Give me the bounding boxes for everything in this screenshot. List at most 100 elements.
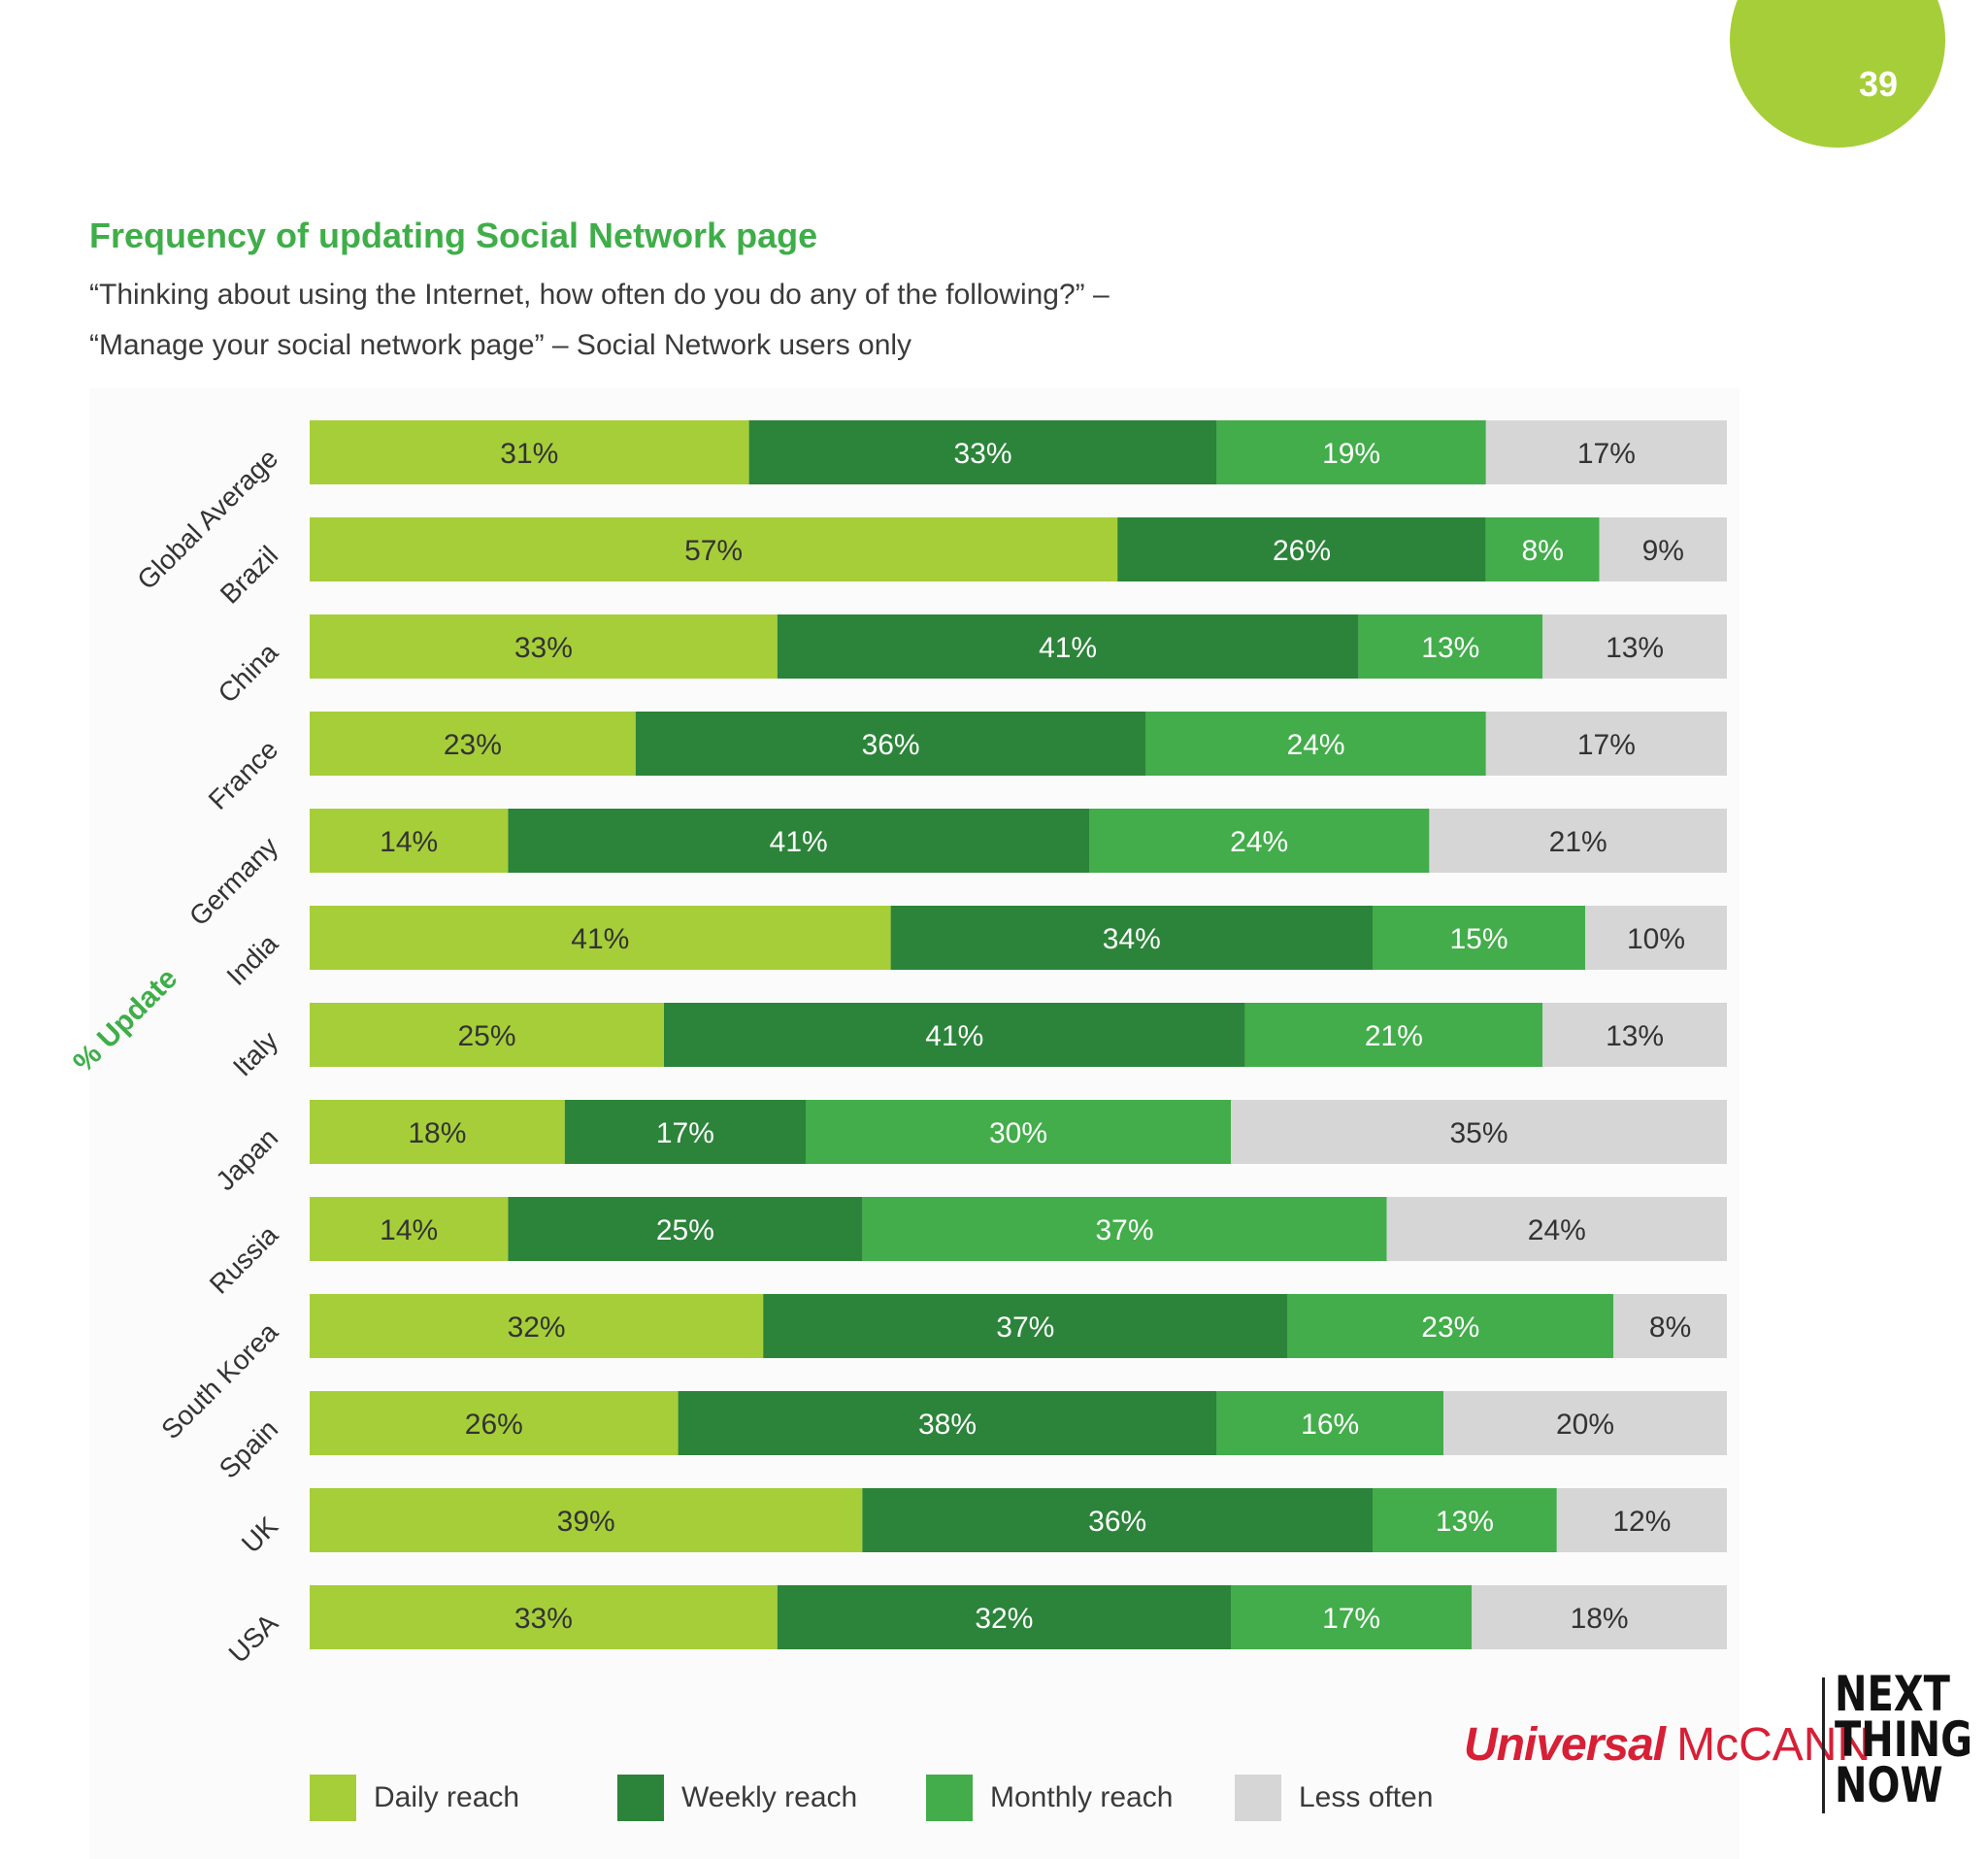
tagline-line-1: NEXT bbox=[1835, 1666, 1950, 1722]
bar-spain-less-often bbox=[1443, 1391, 1727, 1455]
value-label-global-average-monthly-reach: 19% bbox=[1322, 438, 1380, 470]
value-label-russia-less-often: 24% bbox=[1528, 1214, 1586, 1246]
value-label-global-average-daily-reach: 31% bbox=[500, 438, 558, 470]
value-label-japan-monthly-reach: 30% bbox=[989, 1117, 1047, 1149]
bar-south-korea-less-often bbox=[1613, 1294, 1727, 1358]
bar-global-average-monthly-reach bbox=[1216, 420, 1486, 484]
bar-japan-weekly-reach bbox=[564, 1100, 806, 1164]
bar-uk-monthly-reach bbox=[1373, 1488, 1557, 1552]
chart-title: Frequency of updating Social Network pag… bbox=[89, 216, 818, 255]
bar-japan-monthly-reach bbox=[806, 1100, 1231, 1164]
value-label-china-daily-reach: 33% bbox=[514, 632, 573, 664]
category-label-uk: UK bbox=[236, 1510, 284, 1559]
value-label-russia-daily-reach: 14% bbox=[380, 1214, 438, 1246]
universal-mccann-logo: Universal McCANN bbox=[1464, 1718, 1871, 1772]
bar-russia-monthly-reach bbox=[862, 1197, 1387, 1261]
value-label-spain-monthly-reach: 16% bbox=[1301, 1409, 1359, 1441]
legend-label-less-often: Less often bbox=[1299, 1781, 1434, 1813]
bar-russia-weekly-reach bbox=[508, 1197, 863, 1261]
value-label-usa-monthly-reach: 17% bbox=[1322, 1603, 1380, 1635]
next-thing-now-logo: NEXT THING NOW bbox=[1835, 1666, 1972, 1809]
value-label-usa-less-often: 18% bbox=[1571, 1603, 1629, 1635]
bar-south-korea-weekly-reach bbox=[763, 1294, 1288, 1358]
bar-italy-less-often bbox=[1542, 1003, 1727, 1067]
tagline-line-2: THING bbox=[1835, 1711, 1972, 1768]
bar-france-daily-reach bbox=[310, 712, 636, 776]
bar-spain-weekly-reach bbox=[678, 1391, 1217, 1455]
bar-spain-daily-reach bbox=[310, 1391, 679, 1455]
bar-global-average-daily-reach bbox=[310, 420, 749, 484]
subtitle-line-1: “Thinking about using the Internet, how … bbox=[89, 279, 1110, 311]
page-number: 39 bbox=[1858, 64, 1899, 104]
bar-usa-monthly-reach bbox=[1231, 1585, 1473, 1649]
legend-swatch-weekly bbox=[617, 1775, 664, 1821]
bar-italy-daily-reach bbox=[310, 1003, 664, 1067]
category-label-china: China bbox=[213, 637, 284, 709]
value-label-germany-less-often: 21% bbox=[1549, 826, 1607, 858]
value-label-brazil-less-often: 9% bbox=[1642, 535, 1684, 567]
value-label-uk-less-often: 12% bbox=[1612, 1506, 1671, 1538]
logo-universal-text: Universal bbox=[1464, 1719, 1666, 1771]
bar-germany-daily-reach bbox=[310, 809, 509, 873]
bar-italy-weekly-reach bbox=[664, 1003, 1245, 1067]
bar-china-daily-reach bbox=[310, 614, 778, 679]
value-label-france-weekly-reach: 36% bbox=[862, 729, 920, 761]
value-label-spain-less-often: 20% bbox=[1556, 1409, 1614, 1441]
value-label-italy-daily-reach: 25% bbox=[457, 1020, 515, 1052]
logo-mccann-text: McCANN bbox=[1676, 1719, 1872, 1771]
value-label-germany-daily-reach: 14% bbox=[380, 826, 438, 858]
value-label-india-daily-reach: 41% bbox=[571, 923, 629, 955]
value-label-france-daily-reach: 23% bbox=[444, 729, 502, 761]
value-label-south-korea-monthly-reach: 23% bbox=[1421, 1311, 1479, 1344]
value-label-south-korea-daily-reach: 32% bbox=[508, 1311, 566, 1344]
value-label-brazil-weekly-reach: 26% bbox=[1273, 535, 1331, 567]
value-label-usa-weekly-reach: 32% bbox=[975, 1603, 1033, 1635]
bar-india-daily-reach bbox=[310, 906, 891, 970]
value-label-china-monthly-reach: 13% bbox=[1421, 632, 1479, 664]
value-label-india-weekly-reach: 34% bbox=[1103, 923, 1161, 955]
bars-layer bbox=[310, 420, 1727, 1649]
bar-japan-daily-reach bbox=[310, 1100, 565, 1164]
bar-usa-less-often bbox=[1472, 1585, 1727, 1649]
bar-germany-weekly-reach bbox=[508, 809, 1089, 873]
bar-france-less-often bbox=[1485, 712, 1727, 776]
legend-swatch-monthly bbox=[926, 1775, 973, 1821]
category-label-russia: Russia bbox=[204, 1219, 284, 1300]
bar-south-korea-daily-reach bbox=[310, 1294, 764, 1358]
category-label-brazil: Brazil bbox=[215, 540, 283, 609]
category-label-germany: Germany bbox=[183, 831, 283, 931]
value-label-italy-less-often: 13% bbox=[1606, 1020, 1664, 1052]
legend-item-less-often: Less often bbox=[1235, 1775, 1433, 1821]
value-label-india-less-often: 10% bbox=[1627, 923, 1685, 955]
bar-spain-monthly-reach bbox=[1216, 1391, 1443, 1455]
bar-global-average-weekly-reach bbox=[748, 420, 1217, 484]
bar-brazil-monthly-reach bbox=[1485, 517, 1600, 581]
category-label-spain: Spain bbox=[214, 1413, 284, 1484]
legend-swatch-less-often bbox=[1235, 1775, 1281, 1821]
bar-uk-weekly-reach bbox=[862, 1488, 1373, 1552]
value-label-brazil-daily-reach: 57% bbox=[684, 535, 743, 567]
value-label-spain-daily-reach: 26% bbox=[465, 1409, 523, 1441]
bar-france-weekly-reach bbox=[635, 712, 1146, 776]
legend-item-weekly: Weekly reach bbox=[617, 1775, 857, 1821]
value-label-global-average-weekly-reach: 33% bbox=[953, 438, 1011, 470]
bar-russia-less-often bbox=[1386, 1197, 1727, 1261]
category-label-italy: Italy bbox=[227, 1025, 283, 1081]
chart-subtitle: “Thinking about using the Internet, how … bbox=[89, 270, 1448, 371]
value-label-china-less-often: 13% bbox=[1606, 632, 1664, 664]
bar-china-monthly-reach bbox=[1358, 614, 1543, 679]
bar-russia-daily-reach bbox=[310, 1197, 509, 1261]
category-labels-layer: Global AverageBrazilChinaFranceGermanyIn… bbox=[131, 443, 283, 1669]
value-label-china-weekly-reach: 41% bbox=[1039, 632, 1097, 664]
legend-item-monthly: Monthly reach bbox=[926, 1775, 1173, 1821]
bar-usa-weekly-reach bbox=[777, 1585, 1231, 1649]
value-label-germany-monthly-reach: 24% bbox=[1230, 826, 1288, 858]
bar-india-weekly-reach bbox=[890, 906, 1373, 970]
subtitle-line-2: “Manage your social network page” – Soci… bbox=[89, 329, 912, 361]
value-label-japan-weekly-reach: 17% bbox=[656, 1117, 714, 1149]
value-label-japan-less-often: 35% bbox=[1449, 1117, 1508, 1149]
legend-label-daily: Daily reach bbox=[374, 1781, 520, 1813]
bar-italy-monthly-reach bbox=[1244, 1003, 1543, 1067]
bar-germany-less-often bbox=[1429, 809, 1727, 873]
